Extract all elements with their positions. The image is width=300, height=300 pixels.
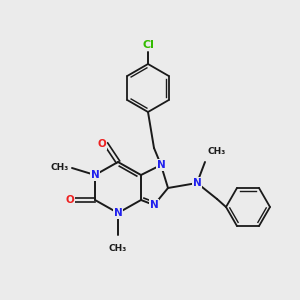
Text: O: O [66,195,74,205]
Text: N: N [193,178,201,188]
Text: Cl: Cl [142,40,154,50]
Text: CH₃: CH₃ [109,244,127,253]
Text: O: O [98,139,106,149]
Text: N: N [114,208,122,218]
Text: CH₃: CH₃ [207,147,225,156]
Text: N: N [157,160,165,170]
Text: N: N [150,200,158,210]
Text: CH₃: CH₃ [51,164,69,172]
Text: N: N [91,170,99,180]
